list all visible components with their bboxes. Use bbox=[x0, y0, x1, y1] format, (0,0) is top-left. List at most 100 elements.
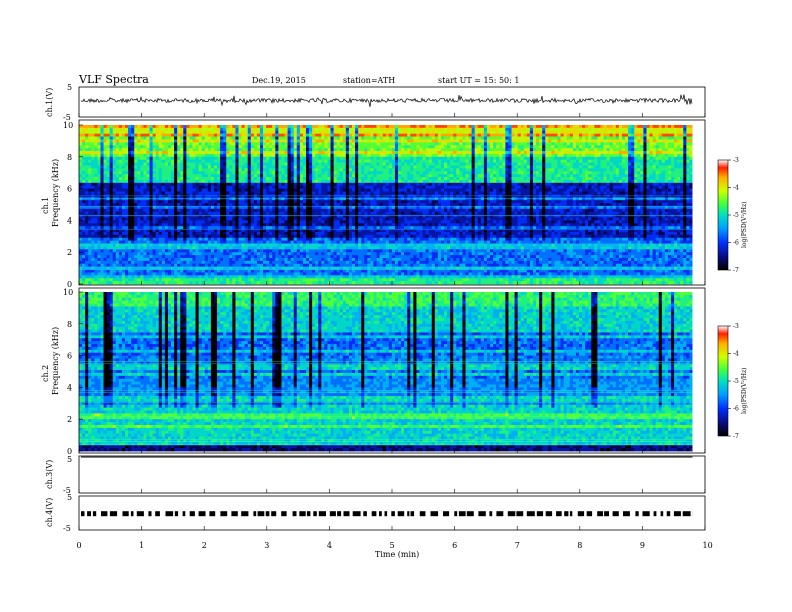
spectrogram-cell bbox=[177, 208, 181, 213]
spectrogram-cell bbox=[266, 188, 270, 192]
spectrogram-cell bbox=[664, 153, 669, 158]
spectrogram-cell bbox=[226, 208, 233, 213]
spectrogram-cell bbox=[309, 171, 313, 175]
spectrogram-cell bbox=[305, 142, 310, 146]
spectrogram-cell bbox=[174, 223, 178, 227]
spectrogram-cell bbox=[664, 125, 669, 129]
spectrogram-cell bbox=[394, 136, 399, 140]
spectrogram-cell bbox=[293, 191, 298, 195]
spectrogram-cell bbox=[370, 151, 374, 155]
spectrogram-cell bbox=[640, 153, 644, 158]
spectrogram-cell bbox=[529, 165, 534, 169]
spectrogram-cell bbox=[220, 168, 224, 172]
spectrogram-cell bbox=[686, 214, 693, 218]
spectrogram-cell bbox=[232, 179, 236, 184]
spectrogram-cell bbox=[232, 188, 236, 192]
spectrogram-cell bbox=[634, 133, 644, 137]
start-time-label: start UT = 15: 50: 1 bbox=[438, 76, 519, 85]
spectrogram-cell bbox=[600, 151, 604, 155]
spectrogram-cell bbox=[290, 133, 295, 137]
spectrogram-cell bbox=[431, 136, 436, 140]
spectrogram-cell bbox=[263, 153, 276, 158]
spectrogram-cell bbox=[137, 165, 141, 169]
spectrogram-cell bbox=[97, 136, 101, 140]
spectrogram-cell bbox=[431, 156, 448, 161]
spectrogram-cell bbox=[118, 205, 123, 210]
spectrogram-cell bbox=[106, 130, 111, 135]
spectrogram-cell bbox=[112, 168, 117, 172]
spectrogram-cell bbox=[79, 203, 86, 207]
spectrogram-cell bbox=[450, 177, 454, 181]
spectrogram-cell bbox=[502, 145, 506, 149]
spectrogram-cell bbox=[223, 151, 227, 155]
spectrogram-cell bbox=[526, 200, 531, 204]
spectrogram-cell bbox=[327, 148, 331, 152]
spectrogram-cell bbox=[398, 208, 414, 213]
spectrogram-cell bbox=[582, 151, 586, 155]
spectrogram-cell bbox=[566, 142, 571, 146]
spectrogram-cell bbox=[134, 165, 138, 169]
spectrogram-cell bbox=[244, 226, 249, 230]
spectrogram-cell bbox=[103, 130, 108, 135]
spectrogram-cell bbox=[683, 203, 687, 207]
spectrogram-cell bbox=[594, 220, 601, 224]
spectrogram-cell bbox=[109, 162, 114, 166]
spectrogram-cell bbox=[266, 148, 270, 152]
spectrogram-cell bbox=[505, 177, 512, 181]
spectrogram-cell bbox=[563, 142, 568, 146]
spectrogram-cell bbox=[293, 185, 298, 189]
spectrogram-cell bbox=[542, 223, 546, 227]
spectrogram-cell bbox=[637, 156, 644, 161]
spectrogram-cell bbox=[526, 153, 531, 158]
spectrogram-cell bbox=[174, 200, 178, 204]
spectrogram-cell bbox=[628, 220, 635, 224]
spectrogram-cell bbox=[398, 151, 405, 155]
spectrogram-cell bbox=[296, 211, 301, 216]
spectrogram-cell bbox=[232, 214, 236, 218]
spectrogram-cell bbox=[646, 203, 653, 207]
spectrogram-cell bbox=[398, 226, 405, 230]
spectrogram-cell bbox=[621, 203, 629, 207]
spectrogram-cell bbox=[671, 188, 675, 192]
spectrogram-cell bbox=[606, 156, 611, 161]
spectrogram-cell bbox=[686, 171, 690, 175]
spectrogram-cell bbox=[226, 148, 230, 152]
spectrogram-cell bbox=[220, 125, 227, 129]
spectrogram-cell bbox=[652, 133, 660, 137]
spectrogram-cell bbox=[532, 211, 537, 216]
spectrogram-cell bbox=[309, 165, 313, 169]
spectrogram-cell bbox=[161, 153, 166, 158]
spectrogram-cell bbox=[358, 200, 362, 204]
spectrogram-cell bbox=[152, 142, 160, 146]
spectrogram-cell bbox=[566, 127, 571, 132]
spectrogram-cell bbox=[103, 156, 108, 161]
spectrogram-cell bbox=[367, 171, 384, 175]
spectrogram-cell bbox=[253, 182, 258, 187]
spectrogram-cell bbox=[79, 136, 86, 140]
spectrogram-cell bbox=[373, 220, 377, 224]
spectrogram-cell bbox=[247, 168, 252, 172]
spectrogram-cell bbox=[118, 125, 123, 129]
spectrogram-cell bbox=[410, 168, 414, 172]
spectrogram-cell bbox=[253, 208, 258, 213]
spectrogram-cell bbox=[226, 177, 230, 181]
spectrogram-cell bbox=[201, 214, 206, 218]
spectrogram-cell bbox=[539, 182, 543, 187]
spectrogram-cell bbox=[486, 220, 494, 224]
spectrogram-cell bbox=[419, 179, 423, 184]
spectrogram-cell bbox=[563, 125, 568, 129]
spectrogram-cell bbox=[407, 151, 411, 155]
spectrogram-cell bbox=[115, 159, 120, 163]
spectrogram-cell bbox=[109, 203, 114, 207]
spectrogram-cell bbox=[582, 205, 586, 210]
spectrogram-cell bbox=[137, 220, 144, 224]
spectrogram-cell bbox=[238, 177, 246, 181]
spectrogram-cell bbox=[640, 162, 644, 166]
spectrogram-cell bbox=[352, 208, 356, 213]
spectrogram-cell bbox=[220, 136, 224, 140]
spectrogram-cell bbox=[486, 177, 491, 181]
spectrogram-cell bbox=[483, 125, 488, 129]
spectrogram-cell bbox=[683, 179, 687, 184]
spectrogram-cell bbox=[296, 151, 301, 155]
spectrogram-cell bbox=[373, 127, 380, 132]
